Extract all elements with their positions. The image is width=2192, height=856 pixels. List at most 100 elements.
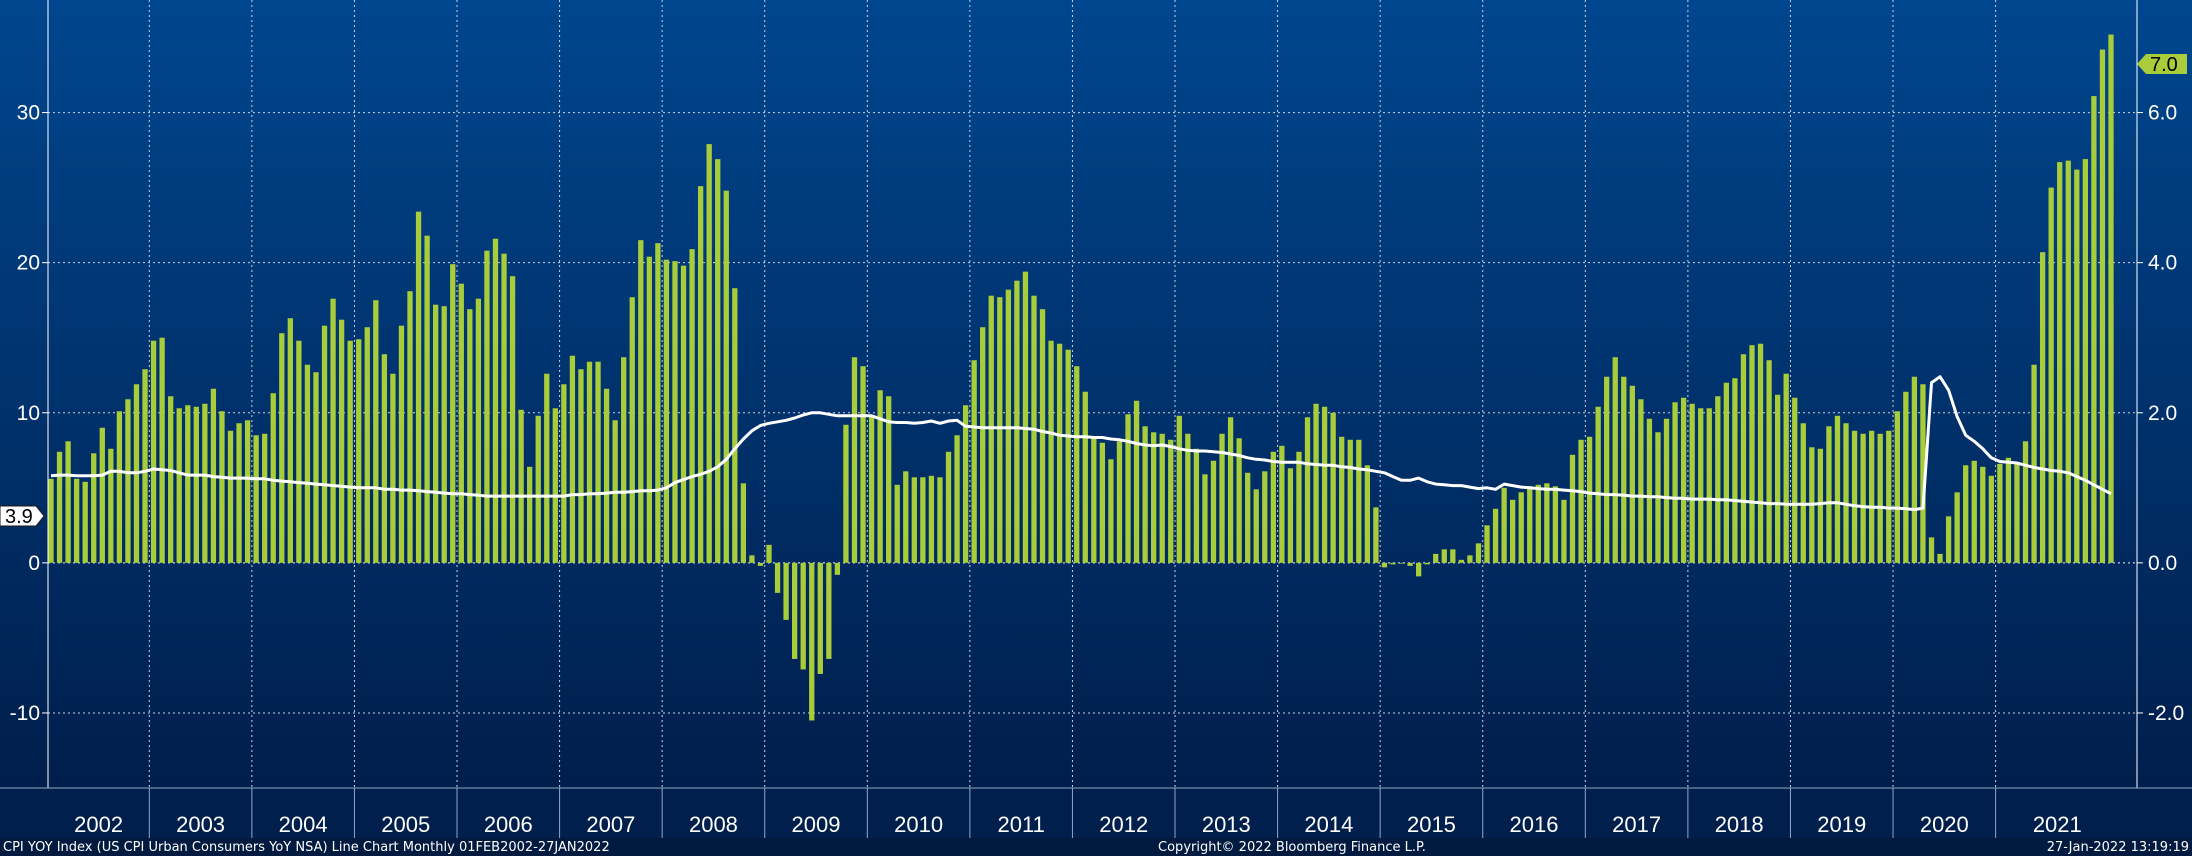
- bar: [817, 562, 823, 674]
- x-tick-label: 2003: [176, 812, 225, 837]
- bar: [150, 340, 157, 563]
- bar: [1800, 423, 1806, 563]
- bar: [1467, 555, 1473, 563]
- bar: [1920, 384, 1926, 563]
- bar: [1586, 436, 1593, 563]
- bar: [954, 435, 960, 563]
- bar: [313, 372, 319, 563]
- bar: [962, 405, 969, 563]
- bar: [1458, 559, 1465, 563]
- bar: [1151, 432, 1157, 563]
- bar: [185, 405, 191, 563]
- bar: [1381, 562, 1388, 568]
- bar: [860, 366, 866, 563]
- bar: [441, 306, 447, 563]
- bar: [1304, 417, 1311, 563]
- bar: [1706, 408, 1712, 563]
- bar: [1894, 411, 1900, 563]
- bar: [99, 427, 105, 563]
- bar: [142, 369, 148, 563]
- bar: [535, 415, 541, 563]
- bar: [1510, 499, 1516, 563]
- bar: [390, 373, 396, 563]
- bar: [262, 433, 268, 563]
- bar: [1321, 406, 1328, 563]
- x-tick-label: 2013: [1202, 812, 1251, 837]
- axes: [0, 0, 2192, 838]
- x-tick-label: 2004: [279, 812, 328, 837]
- right-tick-label: 6.0: [2148, 102, 2177, 125]
- bar: [116, 411, 123, 563]
- bar: [398, 325, 405, 563]
- bar: [672, 261, 678, 563]
- bar: [1475, 543, 1482, 563]
- bar: [757, 562, 764, 566]
- x-tick-label: 2009: [792, 812, 841, 837]
- series-line: [50, 375, 2112, 512]
- bar: [1390, 562, 1396, 565]
- bar: [920, 477, 926, 563]
- bar: [1074, 366, 1080, 563]
- axis-strip-background: [0, 788, 2192, 838]
- bar: [1339, 436, 1345, 563]
- bar: [1501, 487, 1507, 563]
- bar: [2099, 49, 2106, 563]
- bar: [774, 562, 781, 593]
- bar: [1971, 460, 1977, 563]
- bar: [91, 453, 97, 563]
- bar: [1834, 415, 1841, 563]
- bar: [689, 249, 695, 563]
- bar: [1869, 430, 1875, 563]
- bar: [492, 238, 499, 563]
- bar: [903, 471, 909, 563]
- left-last-value: 3.9: [5, 506, 33, 528]
- bar: [826, 562, 832, 659]
- bar: [1176, 415, 1182, 563]
- bar: [1133, 400, 1140, 563]
- bar: [1219, 433, 1225, 563]
- bar: [432, 304, 439, 563]
- bar: [82, 481, 88, 563]
- bar: [2065, 160, 2071, 563]
- bar: [1732, 378, 1738, 563]
- bar: [2039, 252, 2046, 563]
- bar: [749, 555, 755, 563]
- bar: [621, 357, 627, 563]
- bar: [1227, 417, 1234, 563]
- bar: [381, 354, 388, 563]
- bar: [373, 300, 379, 563]
- bar: [1877, 433, 1883, 563]
- bar: [1193, 448, 1200, 563]
- bar: [792, 562, 798, 659]
- bar: [2108, 34, 2114, 563]
- bar: [552, 408, 558, 563]
- bar: [1450, 549, 1456, 563]
- x-tick-label: 2011: [998, 812, 1045, 837]
- x-tick-label: 2019: [1817, 812, 1866, 837]
- right-last-value-badge: 7.0: [2137, 54, 2187, 76]
- x-tick-label: 2010: [894, 812, 943, 837]
- bar: [1817, 448, 1824, 563]
- bar: [997, 297, 1003, 563]
- bar: [1527, 486, 1533, 563]
- bar: [1638, 399, 1644, 563]
- bar: [1116, 441, 1123, 563]
- line-series: [50, 375, 2112, 512]
- bar: [886, 396, 892, 563]
- footer-copyright: Copyright© 2022 Bloomberg Finance L.P.: [1158, 840, 1426, 855]
- bar: [740, 483, 747, 563]
- bar: [338, 319, 345, 563]
- bar: [655, 243, 661, 563]
- bar: [1518, 492, 1524, 563]
- bar: [1202, 474, 1208, 563]
- bar: [928, 475, 935, 563]
- bar: [1082, 391, 1088, 563]
- bar: [1663, 418, 1670, 563]
- bar: [911, 477, 917, 563]
- bar: [202, 403, 208, 563]
- bar: [894, 484, 900, 563]
- bar: [1672, 402, 1678, 563]
- bar: [1945, 516, 1952, 563]
- bar: [1911, 376, 1918, 563]
- bar: [227, 430, 234, 563]
